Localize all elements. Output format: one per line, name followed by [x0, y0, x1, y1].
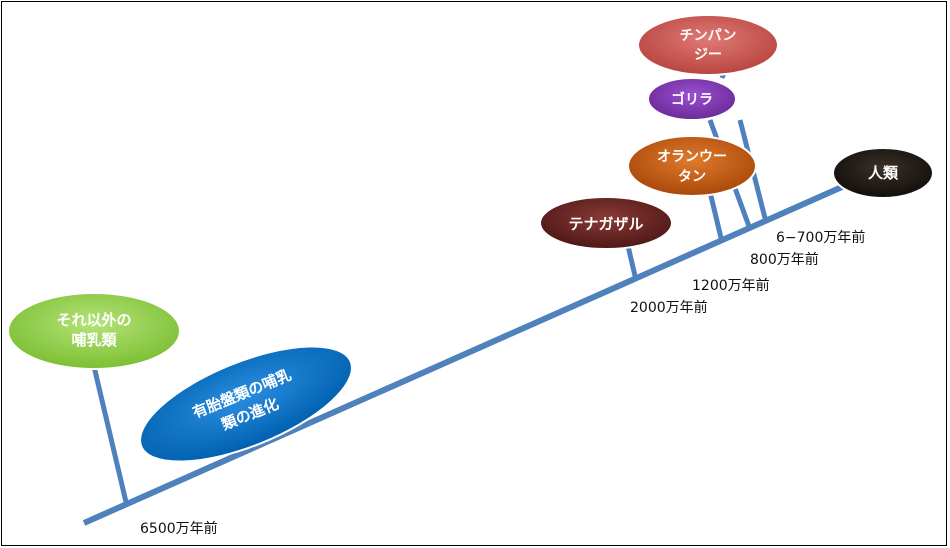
node-gorilla: ゴリラ [647, 77, 737, 121]
time-label-6-7m: 6−700万年前 [776, 229, 865, 246]
node-orangutan-label-line1: オランウー [657, 149, 727, 165]
node-gibbon-label: テナガザル [568, 215, 643, 233]
node-other-mammals-label-line1: それ以外の [56, 311, 131, 329]
time-label-65m: 6500万年前 [140, 520, 218, 537]
node-placental-mammals: 有胎盤類の哺乳 類の進化 [139, 345, 353, 463]
main-trunk-line [82, 168, 880, 526]
node-other-mammals-label-line2: 哺乳類 [71, 331, 117, 349]
node-gibbon: テナガザル [539, 196, 673, 250]
node-orangutan-label-line2: タン [678, 169, 706, 185]
node-gorilla-label: ゴリラ [671, 91, 713, 108]
node-chimpanzee-label-line1: チンパン [680, 28, 737, 44]
node-human-label: 人類 [868, 164, 899, 182]
time-label-20m: 2000万年前 [630, 299, 708, 316]
branch-line-orangutan [707, 191, 725, 243]
branch-line-other-mammals [89, 357, 129, 503]
branch-line-gibbon [625, 245, 639, 281]
node-other-mammals: それ以外の 哺乳類 [7, 292, 181, 370]
node-human: 人類 [832, 147, 934, 199]
node-orangutan: オランウー タン [627, 135, 757, 197]
node-chimpanzee-label-line2: ジー [694, 47, 722, 63]
node-chimpanzee: チンパン ジー [637, 14, 779, 76]
time-label-12m: 1200万年前 [692, 277, 770, 294]
time-label-8m: 800万年前 [750, 251, 819, 268]
